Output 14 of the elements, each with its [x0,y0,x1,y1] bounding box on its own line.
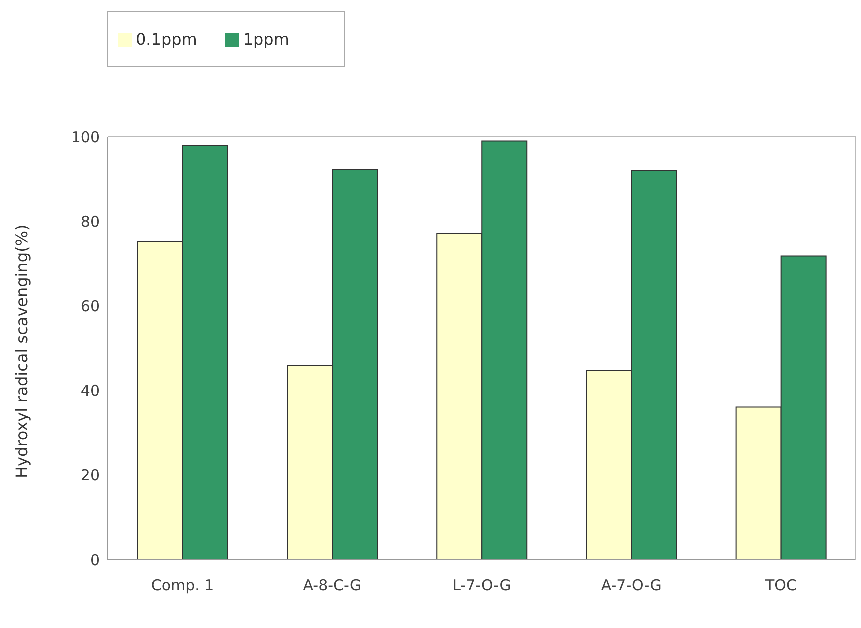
legend-label: 1ppm [243,30,290,48]
x-tick-label: Comp. 1 [151,576,214,595]
x-tick-label: TOC [764,576,797,595]
y-tick-label: 20 [80,466,100,485]
y-tick-label: 60 [80,298,100,316]
y-axis-title: Hydroxyl radical scavenging(%) [12,224,32,478]
x-tick-label: L-7-O-G [452,576,512,595]
x-tick-label: A-8-C-G [303,576,362,595]
y-tick-label: 100 [71,128,100,146]
y-tick-label: 40 [80,382,100,400]
y-tick-label: 0 [90,551,100,570]
legend-label: 0.1ppm [136,30,198,48]
x-tick-label: A-7-O-G [601,576,662,595]
y-tick-label: 80 [80,212,100,231]
